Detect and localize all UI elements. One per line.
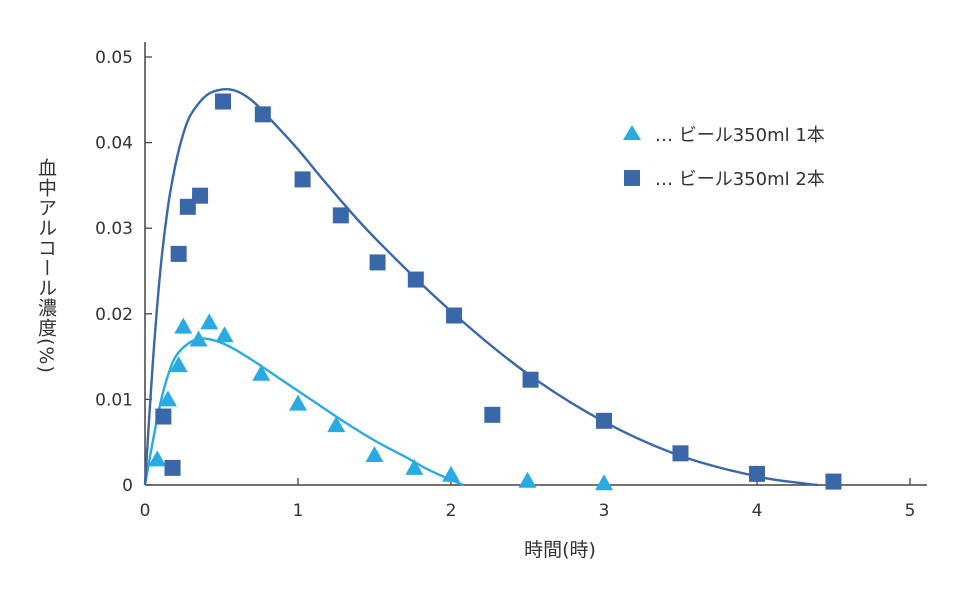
data-point-series-1: [442, 465, 460, 482]
data-point-series-1: [174, 317, 193, 334]
data-point-series-2: [522, 371, 539, 388]
data-point-series-2: [407, 271, 424, 288]
y-tick-label: 0.02: [95, 305, 133, 325]
data-point-series-2: [484, 406, 501, 423]
data-point-series-2: [254, 106, 271, 123]
axes: [144, 42, 927, 486]
fit-curve-series-2: [143, 88, 819, 487]
data-point-series-1: [158, 390, 177, 407]
x-tick-label: 2: [446, 501, 457, 521]
data-point-series-2: [596, 412, 612, 429]
data-point-series-2: [192, 187, 209, 204]
x-tick-label: 1: [293, 501, 304, 521]
legend-label-2: … ビール350ml 2本: [655, 169, 825, 190]
data-point-series-1: [327, 416, 346, 433]
x-tick-label: 0: [140, 501, 151, 521]
data-point-series-2: [672, 445, 689, 462]
data-point-series-2: [164, 459, 181, 476]
data-point-series-1: [365, 446, 384, 463]
x-tick-label: 3: [599, 501, 610, 521]
legend-marker-triangle: [623, 125, 641, 140]
data-point-series-1: [215, 326, 234, 343]
data-point-series-2: [825, 473, 842, 490]
data-point-series-2: [215, 93, 232, 110]
y-tick-label: 0.01: [95, 390, 133, 410]
data-point-series-1: [405, 458, 424, 475]
data-point-series-2: [170, 245, 187, 262]
data-point-series-1: [169, 356, 188, 373]
data-point-series-2: [749, 465, 765, 482]
data-point-series-2: [179, 198, 196, 215]
fit-curve-series-1: [143, 337, 464, 487]
x-tick-label: 5: [905, 501, 916, 521]
data-point-series-1: [289, 394, 307, 411]
data-point-series-1: [595, 474, 613, 491]
y-tick-label: 0.04: [95, 134, 133, 154]
y-axis-label: 血中アルコール濃度(%): [35, 158, 57, 374]
y-tick-label: 0.03: [95, 219, 133, 239]
data-point-series-1: [252, 364, 271, 381]
x-axis-label: 時間(時): [524, 539, 596, 561]
data-point-series-2: [294, 171, 311, 188]
data-point-series-1: [148, 450, 167, 467]
data-point-series-1: [189, 330, 208, 347]
legend: … ビール350ml 1本 … ビール350ml 2本: [623, 125, 825, 190]
y-tick-label: 0.05: [95, 48, 133, 68]
data-point-series-2: [155, 408, 172, 425]
data-point-series-1: [518, 471, 537, 488]
x-tick-label: 4: [752, 501, 763, 521]
legend-marker-square: [624, 170, 640, 186]
legend-label-1: … ビール350ml 1本: [655, 125, 825, 146]
data-point-series-1: [200, 313, 219, 330]
data-point-series-2: [332, 207, 349, 224]
data-point-series-2: [369, 254, 386, 271]
data-point-series-2: [446, 307, 463, 324]
y-tick-label: 0: [122, 476, 133, 496]
